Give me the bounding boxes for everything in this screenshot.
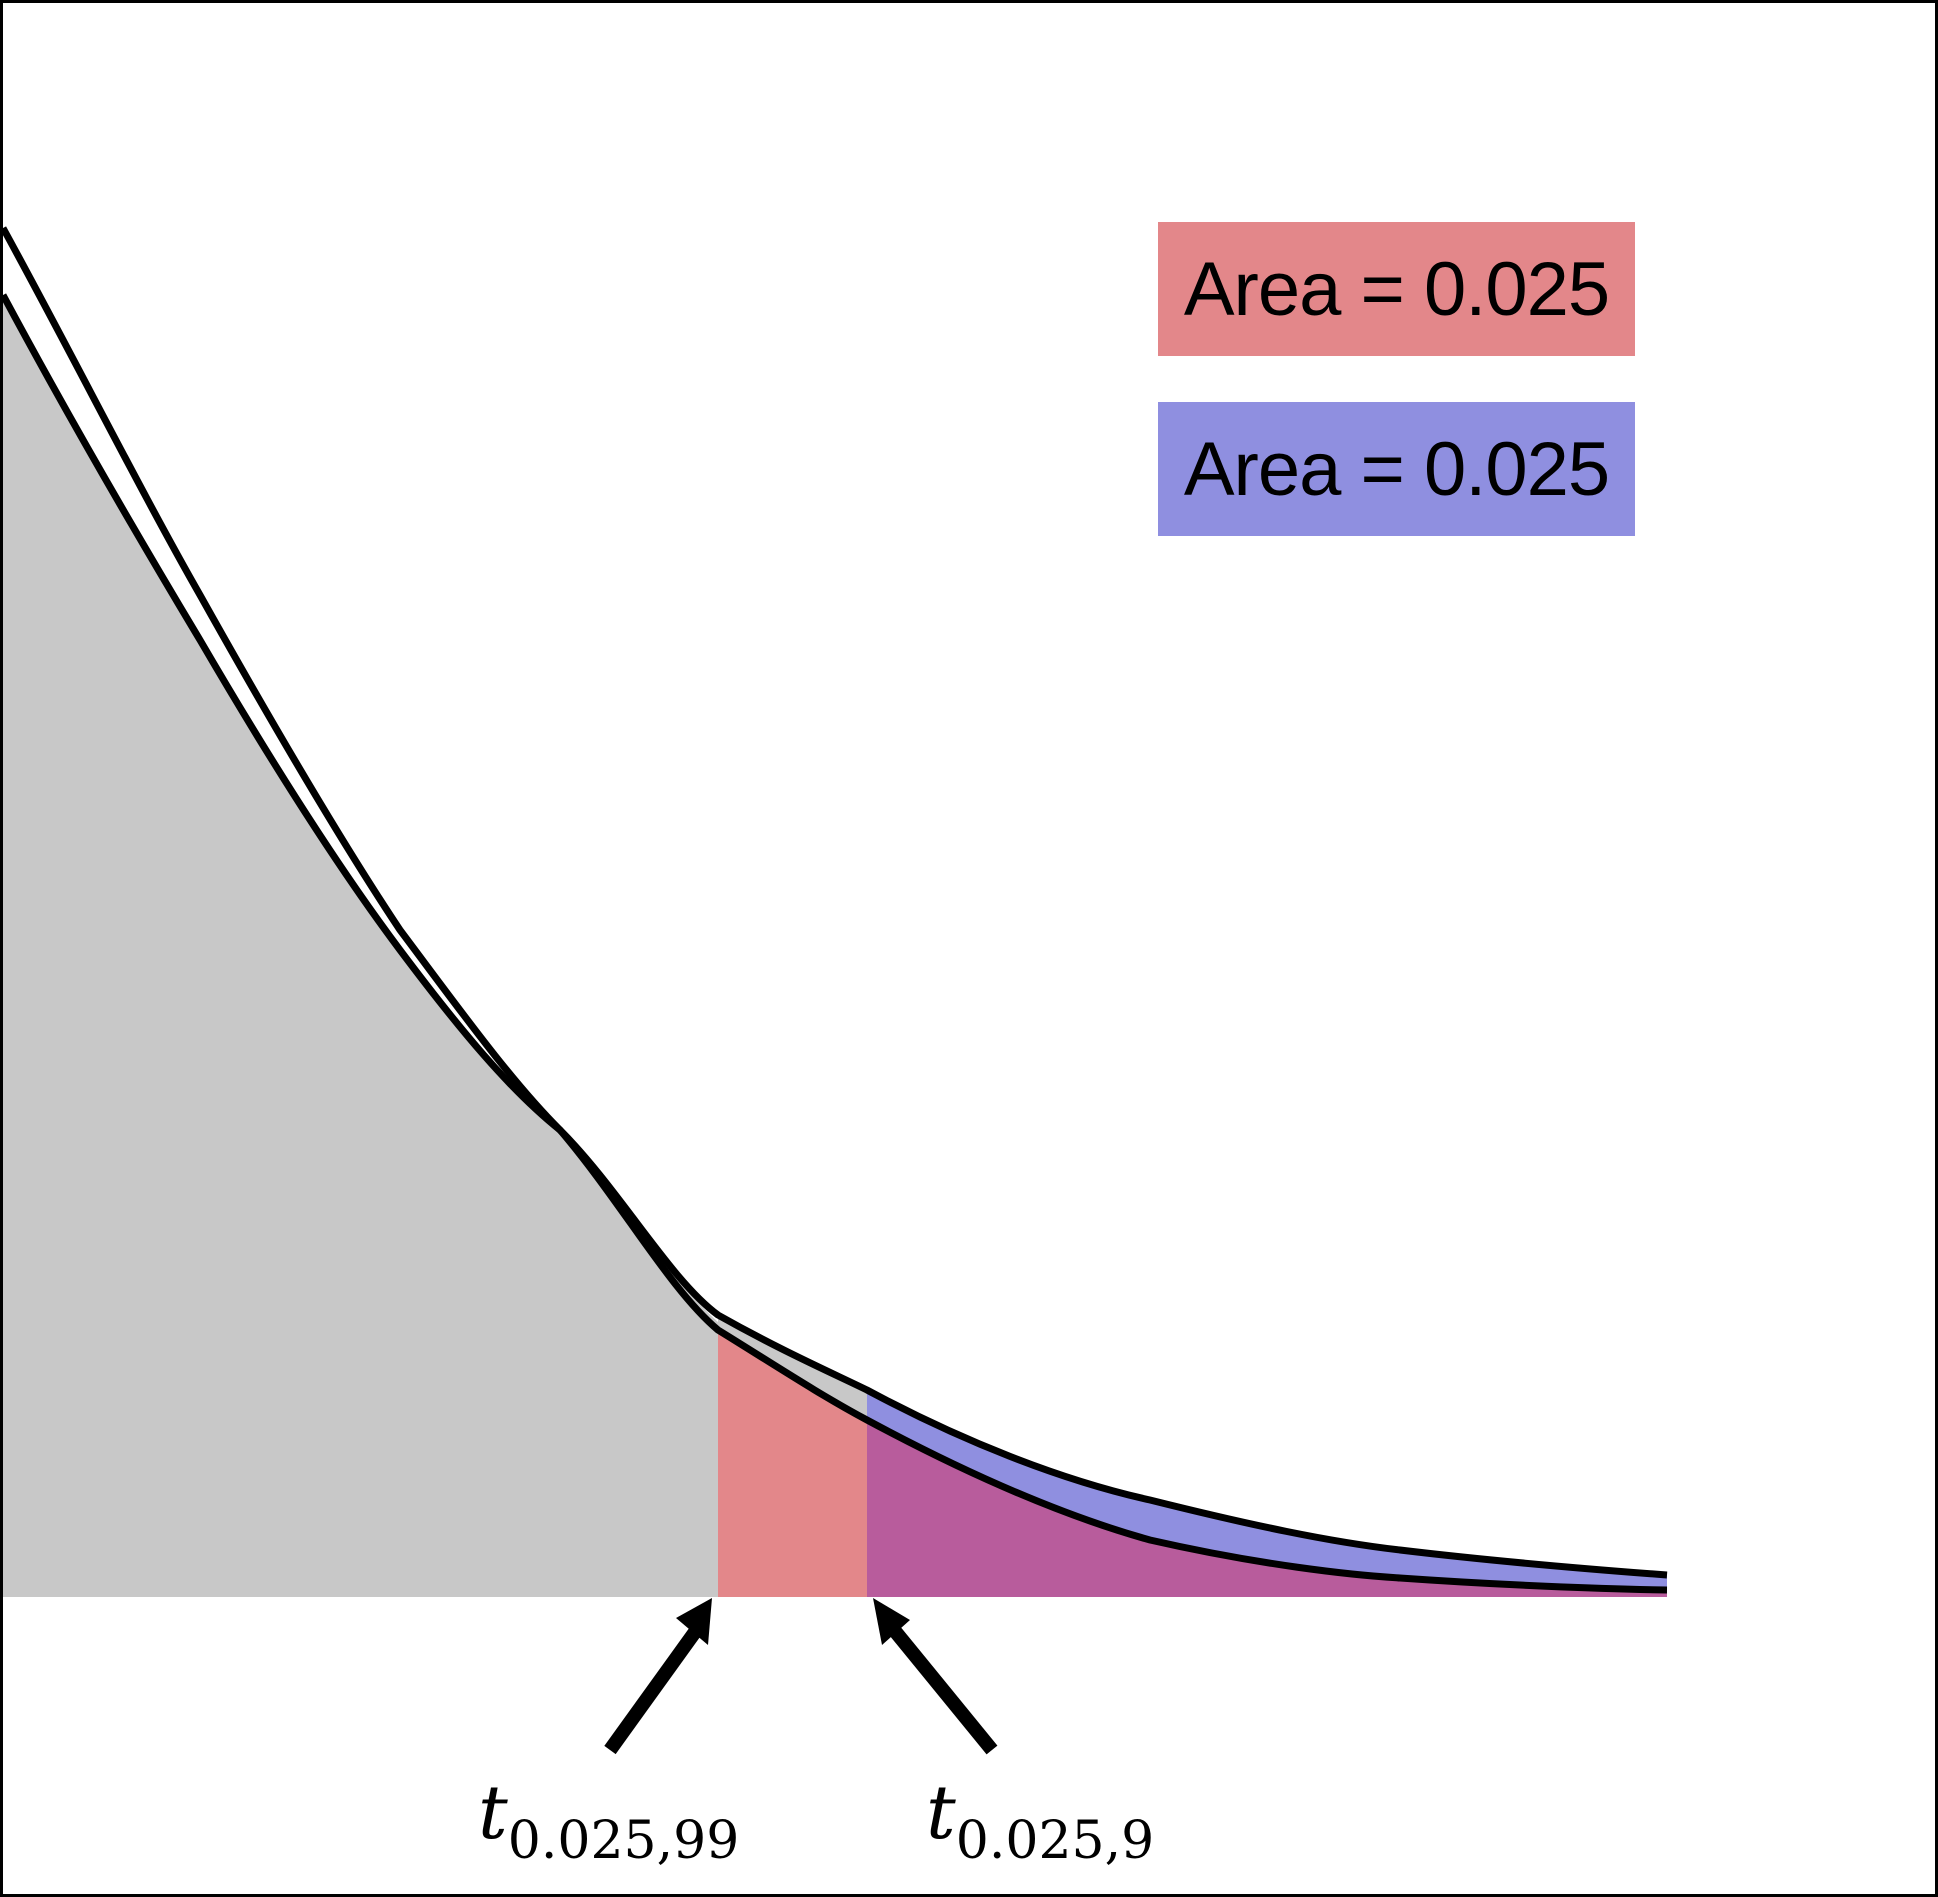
tail-overlap-area (867, 1420, 1667, 1597)
critical-value-label-df99: t0.025,99 (478, 1770, 739, 1871)
legend-label: Area = 0.025 (1183, 426, 1610, 512)
tail-area-df99 (718, 1330, 867, 1597)
legend-area-df9: Area = 0.025 (1158, 402, 1635, 536)
curve-df9 (0, 293, 1668, 1579)
legend-area-df99: Area = 0.025 (1158, 222, 1635, 356)
subscript: 0.025,9 (955, 1811, 1155, 1871)
arrow-icon-left (604, 1598, 712, 1755)
arrow-icon-right (873, 1598, 998, 1755)
body-area (3, 295, 718, 1597)
subscript: 0.025,99 (507, 1811, 740, 1871)
legend-label: Area = 0.025 (1183, 246, 1610, 332)
critical-value-label-df9: t0.025,9 (926, 1770, 1154, 1871)
curve-df99 (0, 226, 1668, 1594)
body-sliver (718, 1315, 867, 1420)
t-symbol: t (478, 1770, 508, 1856)
t-symbol: t (926, 1770, 956, 1856)
